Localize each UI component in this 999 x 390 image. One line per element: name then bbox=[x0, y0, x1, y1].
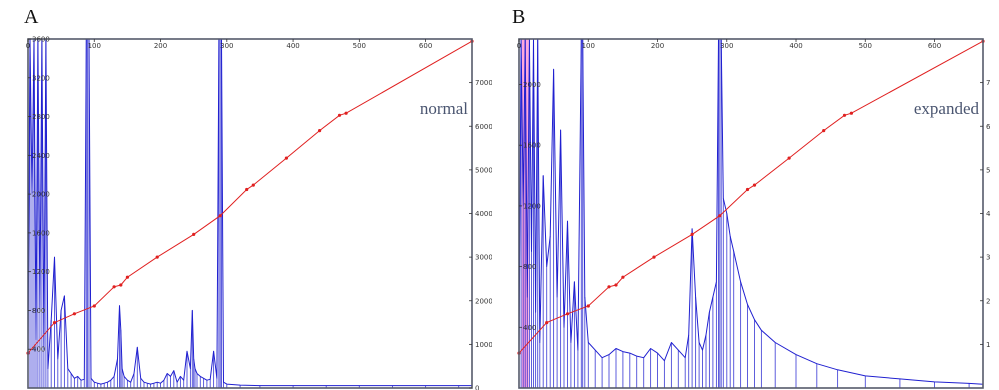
calibration-point bbox=[752, 183, 757, 187]
y-right-tick-label: 7 bbox=[986, 79, 990, 87]
calibration-point bbox=[337, 113, 342, 117]
y-right-tick-label: 5000 bbox=[475, 166, 492, 174]
x-tick-label: 400 bbox=[286, 42, 299, 50]
x-tick-label: 500 bbox=[859, 42, 872, 50]
x-tick-label: 300 bbox=[220, 42, 233, 50]
y-left-tick-label: 1200 bbox=[32, 268, 50, 276]
calibration-point bbox=[718, 214, 722, 218]
y-left-tick-label: 800 bbox=[523, 263, 536, 271]
y-left-tick-label: 2000 bbox=[32, 191, 50, 199]
calibration-point bbox=[119, 283, 123, 287]
calibration-point bbox=[218, 214, 222, 218]
calibration-point bbox=[822, 129, 826, 133]
x-tick-label: 400 bbox=[789, 42, 802, 50]
y-right-tick-label: 3 bbox=[986, 254, 990, 262]
calibration-point bbox=[842, 113, 847, 117]
panel-label-a: A bbox=[24, 6, 39, 28]
x-tick-label: 600 bbox=[928, 42, 941, 50]
calibration-point bbox=[690, 232, 694, 236]
calibration-point bbox=[155, 255, 159, 259]
y-left-tick-label: 2800 bbox=[32, 113, 50, 121]
y-right-tick-label: 1 bbox=[986, 341, 990, 349]
calibration-point bbox=[251, 183, 255, 187]
calibration-point bbox=[849, 111, 853, 115]
y-left-tick-label: 400 bbox=[523, 324, 536, 332]
y-left-tick-label: 2000 bbox=[523, 81, 541, 89]
calibration-point bbox=[52, 321, 57, 325]
calibration-point bbox=[192, 232, 196, 236]
calibration-point bbox=[318, 129, 322, 133]
y-left-tick-label: 2400 bbox=[32, 152, 50, 160]
y-right-tick-label: 6 bbox=[986, 123, 991, 131]
y-left-tick-label: 400 bbox=[32, 346, 45, 354]
x-tick-label: 500 bbox=[353, 42, 366, 50]
calibration-point bbox=[545, 321, 549, 325]
chart-annotation: normal bbox=[420, 99, 468, 118]
x-tick-label: 0 bbox=[517, 42, 521, 50]
calibration-point bbox=[92, 304, 96, 308]
x-tick-label: 200 bbox=[651, 42, 664, 50]
x-tick-label: 100 bbox=[88, 42, 101, 50]
chart-background bbox=[0, 36, 492, 390]
calibration-point bbox=[112, 285, 116, 289]
calibration-point bbox=[245, 187, 249, 192]
y-left-tick-label: 3200 bbox=[32, 74, 50, 82]
y-right-tick-label: 4 bbox=[986, 210, 991, 218]
calibration-point bbox=[586, 304, 590, 308]
x-tick-label: 100 bbox=[582, 42, 595, 50]
calibration-point bbox=[607, 285, 611, 289]
y-left-tick-label: 1600 bbox=[32, 229, 50, 237]
y-right-tick-label: 2 bbox=[986, 297, 990, 305]
calibration-point bbox=[745, 187, 750, 192]
calibration-point bbox=[787, 156, 791, 160]
panel-label-b: B bbox=[512, 6, 526, 28]
y-right-tick-label: 1000 bbox=[475, 341, 492, 349]
x-tick-label: 300 bbox=[720, 42, 733, 50]
calibration-point bbox=[565, 312, 570, 316]
calibration-point bbox=[284, 156, 288, 160]
y-right-tick-label: 2000 bbox=[475, 297, 492, 305]
y-left-tick-label: 3600 bbox=[32, 36, 50, 44]
y-right-tick-label: 5 bbox=[986, 166, 990, 174]
chart-b: 0 100 200 300 400 500 600 400 800 1200 1600 2000 1 2 3… bbox=[499, 36, 999, 390]
chart-annotation: expanded bbox=[914, 99, 980, 118]
y-right-tick-label: 3000 bbox=[475, 254, 492, 262]
calibration-point bbox=[72, 312, 76, 316]
chart-a: 0 100 200 300 400 500 600 400 800 1200 1600 2000 240… bbox=[0, 36, 492, 390]
y-right-tick-label: 7000 bbox=[475, 79, 492, 87]
y-left-tick-label: 800 bbox=[32, 307, 45, 315]
calibration-point bbox=[344, 111, 348, 115]
x-tick-label: 600 bbox=[419, 42, 432, 50]
y-right-tick-label: 0 bbox=[475, 385, 479, 390]
y-left-tick-label: 1200 bbox=[523, 202, 541, 210]
y-left-tick-label: 1600 bbox=[523, 142, 541, 150]
y-right-tick-label: 6000 bbox=[475, 123, 492, 131]
calibration-point bbox=[621, 275, 625, 279]
y-right-tick-label: 4000 bbox=[475, 210, 492, 218]
calibration-point bbox=[614, 283, 618, 287]
calibration-point bbox=[652, 255, 656, 259]
x-tick-label: 200 bbox=[154, 42, 167, 50]
x-tick-label: 0 bbox=[26, 42, 30, 50]
calibration-point bbox=[125, 275, 129, 279]
